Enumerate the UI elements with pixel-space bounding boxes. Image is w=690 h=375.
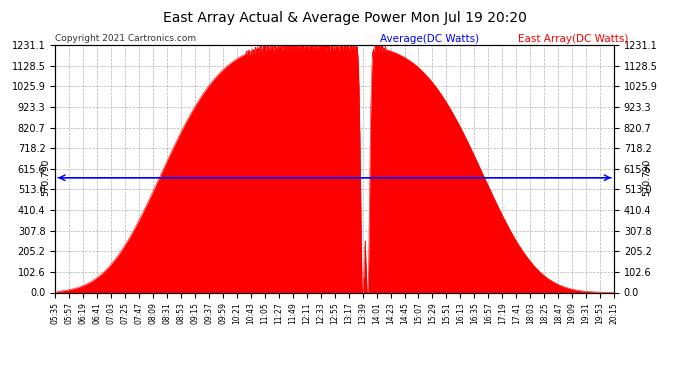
- Text: Copyright 2021 Cartronics.com: Copyright 2021 Cartronics.com: [55, 34, 197, 43]
- Text: 570.790: 570.790: [642, 159, 651, 196]
- Text: East Array(DC Watts): East Array(DC Watts): [518, 34, 628, 44]
- Text: Average(DC Watts): Average(DC Watts): [380, 34, 479, 44]
- Text: East Array Actual & Average Power Mon Jul 19 20:20: East Array Actual & Average Power Mon Ju…: [163, 11, 527, 25]
- Text: 570.790: 570.790: [41, 159, 50, 196]
